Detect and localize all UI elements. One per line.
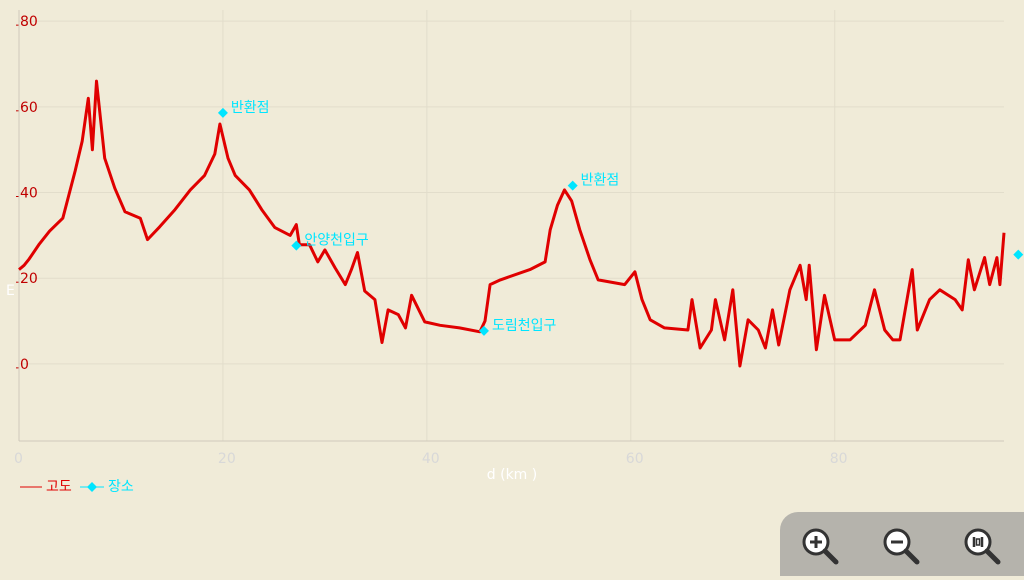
place-marker [291, 240, 302, 251]
y-tick-label: 20 [20, 271, 38, 287]
place-marker [217, 107, 228, 118]
y-axis-title: E [6, 283, 15, 299]
elevation-line [18, 79, 1006, 368]
zoom-in-button[interactable] [800, 526, 840, 566]
place-marker [1013, 249, 1024, 260]
zoom-reset-button[interactable] [962, 526, 1002, 566]
place-marker [567, 180, 578, 191]
zoom-controls [780, 512, 1024, 576]
legend-label: 장소 [108, 479, 134, 495]
x-tick-label: 40 [422, 451, 440, 467]
y-tick-label: 60 [20, 100, 38, 116]
x-tick-label: 80 [830, 451, 848, 467]
x-tick-label: 60 [626, 451, 644, 467]
place-label: 반환점 [231, 100, 270, 116]
y-tick-label: 80 [20, 14, 38, 30]
legend-marker [87, 482, 97, 492]
place-marker [478, 325, 489, 336]
place-label: 도림천입구 [492, 318, 557, 334]
place-label: 안양천입구 [304, 233, 369, 249]
x-axis-title: d (km ) [487, 467, 537, 483]
place-label: 반환점 [581, 173, 620, 189]
y-tick-label: 40 [20, 186, 38, 202]
x-tick-label: 20 [218, 451, 236, 467]
y-tick-label: 0 [20, 357, 29, 373]
zoom-out-button[interactable] [881, 526, 921, 566]
legend-label: 고도 [46, 479, 72, 495]
x-tick-label: 0 [14, 451, 23, 467]
